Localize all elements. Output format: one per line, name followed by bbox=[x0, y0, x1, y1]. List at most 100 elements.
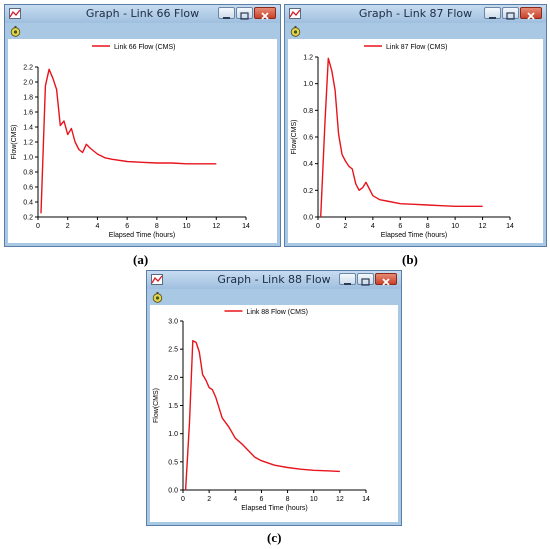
title-bar[interactable]: Graph - Link 88 Flow bbox=[147, 271, 401, 289]
x-tick-label: 8 bbox=[286, 496, 290, 503]
graph-app-icon bbox=[289, 8, 301, 19]
graph-window-c: Graph - Link 88 Flow Link 88 Flow (CMS) 0… bbox=[146, 270, 402, 526]
maximize-button[interactable] bbox=[236, 7, 253, 20]
toolbar-options-icon[interactable] bbox=[290, 26, 301, 37]
x-tick-label: 14 bbox=[362, 496, 370, 503]
x-tick-label: 10 bbox=[451, 223, 459, 230]
y-tick-label: 1.2 bbox=[23, 140, 33, 147]
minimize-button[interactable] bbox=[484, 7, 501, 19]
graph-app-icon bbox=[9, 8, 21, 19]
y-tick-label: 0.8 bbox=[23, 170, 33, 177]
x-tick-label: 2 bbox=[207, 496, 211, 503]
close-button[interactable] bbox=[520, 7, 542, 20]
title-bar[interactable]: Graph - Link 87 Flow bbox=[285, 5, 546, 23]
chart-area: Link 87 Flow (CMS) 0.0 0.2 0.4 0.6 0.8 1.0 1.2 0… bbox=[288, 39, 543, 243]
toolbar-options-icon[interactable] bbox=[10, 26, 21, 37]
minimize-icon bbox=[344, 283, 351, 285]
x-tick-label: 12 bbox=[336, 496, 344, 503]
series-line bbox=[184, 340, 340, 491]
toolbar-options-icon[interactable] bbox=[152, 292, 163, 303]
series-line bbox=[40, 68, 217, 214]
legend-label: Link 88 Flow (CMS) bbox=[247, 309, 308, 316]
y-tick-label: 1.8 bbox=[23, 95, 33, 102]
window-title: Graph - Link 88 Flow bbox=[217, 273, 331, 286]
maximize-button[interactable] bbox=[357, 273, 374, 286]
x-tick-label: 0 bbox=[181, 496, 185, 503]
maximize-button[interactable] bbox=[502, 7, 519, 20]
chart-svg: Link 87 Flow (CMS) 0.0 0.2 0.4 0.6 0.8 1.0 1.2 0… bbox=[291, 44, 514, 239]
y-tick-label: 0.0 bbox=[168, 488, 178, 495]
y-tick-label: 0.0 bbox=[303, 215, 313, 222]
close-button[interactable] bbox=[254, 7, 276, 20]
y-tick-label: 1.0 bbox=[303, 81, 313, 88]
y-tick-label: 1.5 bbox=[168, 403, 178, 410]
y-tick-label: 0.6 bbox=[23, 185, 33, 192]
chart-area: Link 88 Flow (CMS) 0.0 0.5 1.0 1.5 2.0 2.5 3.0 0… bbox=[150, 305, 398, 522]
x-tick-label: 4 bbox=[233, 496, 237, 503]
y-tick-label: 1.4 bbox=[23, 125, 33, 132]
series-line bbox=[320, 57, 483, 218]
caption-b: (b) bbox=[402, 252, 418, 267]
x-tick-label: 2 bbox=[66, 223, 70, 230]
close-icon bbox=[527, 12, 535, 20]
graph-window-b: Graph - Link 87 Flow Link 87 Flow (CMS) 0… bbox=[284, 4, 547, 247]
y-tick-label: 1.0 bbox=[23, 155, 33, 162]
caption-c: (c) bbox=[267, 530, 282, 545]
x-tick-label: 0 bbox=[36, 223, 40, 230]
y-axis-label: Flow(CMS) bbox=[153, 388, 160, 423]
minimize-icon bbox=[223, 17, 230, 19]
x-tick-label: 6 bbox=[398, 223, 402, 230]
x-axis-label: Elapsed Time (hours) bbox=[241, 505, 308, 512]
x-tick-label: 6 bbox=[125, 223, 129, 230]
maximize-icon bbox=[506, 12, 515, 20]
x-tick-label: 10 bbox=[183, 223, 191, 230]
y-axis-label: Flow(CMS) bbox=[291, 120, 298, 155]
y-tick-label: 0.2 bbox=[303, 188, 313, 195]
x-tick-label: 8 bbox=[426, 223, 430, 230]
minimize-icon bbox=[489, 17, 496, 19]
y-tick-label: 1.2 bbox=[303, 55, 313, 62]
y-tick-label: 0.4 bbox=[303, 161, 313, 168]
graph-app-icon bbox=[151, 274, 163, 285]
legend-label: Link 66 Flow (CMS) bbox=[114, 44, 175, 51]
x-axis-label: Elapsed Time (hours) bbox=[109, 232, 176, 239]
x-tick-label: 2 bbox=[343, 223, 347, 230]
y-tick-label: 2.2 bbox=[23, 65, 33, 72]
x-tick-label: 14 bbox=[506, 223, 514, 230]
x-tick-label: 12 bbox=[479, 223, 487, 230]
x-tick-label: 8 bbox=[155, 223, 159, 230]
x-tick-label: 14 bbox=[242, 223, 250, 230]
y-tick-label: 1.0 bbox=[168, 431, 178, 438]
close-icon bbox=[382, 278, 390, 286]
window-title: Graph - Link 66 Flow bbox=[85, 7, 200, 20]
x-tick-label: 6 bbox=[259, 496, 263, 503]
minimize-button[interactable] bbox=[339, 273, 356, 285]
chart-svg: Link 66 Flow (CMS) 0.2 0.4 0.6 0.8 1.0 1.2 1.4 1… bbox=[11, 44, 250, 239]
y-tick-label: 0.6 bbox=[303, 135, 313, 142]
chart-area: Link 66 Flow (CMS) 0.2 0.4 0.6 0.8 1.0 1.2 1.4 1… bbox=[8, 39, 277, 243]
y-tick-label: 0.5 bbox=[168, 459, 178, 466]
y-tick-label: 2.5 bbox=[168, 347, 178, 354]
chart-svg: Link 88 Flow (CMS) 0.0 0.5 1.0 1.5 2.0 2.5 3.0 0… bbox=[153, 309, 370, 512]
x-axis-label: Elapsed Time (hours) bbox=[381, 232, 448, 239]
y-tick-label: 0.4 bbox=[23, 200, 33, 207]
maximize-icon bbox=[240, 12, 249, 20]
y-tick-label: 2.0 bbox=[168, 375, 178, 382]
close-icon bbox=[261, 12, 269, 20]
caption-a: (a) bbox=[133, 252, 149, 267]
close-button[interactable] bbox=[375, 273, 397, 286]
maximize-icon bbox=[361, 278, 370, 286]
title-bar[interactable]: Graph - Link 66 Flow bbox=[5, 5, 280, 23]
x-tick-label: 4 bbox=[371, 223, 375, 230]
x-tick-label: 0 bbox=[316, 223, 320, 230]
y-tick-label: 2.0 bbox=[23, 80, 33, 87]
minimize-button[interactable] bbox=[218, 7, 235, 19]
x-tick-label: 10 bbox=[310, 496, 318, 503]
y-tick-label: 3.0 bbox=[168, 319, 178, 326]
window-title: Graph - Link 87 Flow bbox=[358, 7, 473, 20]
y-tick-label: 0.2 bbox=[23, 215, 33, 222]
y-tick-label: 1.6 bbox=[23, 110, 33, 117]
x-tick-label: 4 bbox=[95, 223, 99, 230]
x-tick-label: 12 bbox=[212, 223, 220, 230]
y-axis-label: Flow(CMS) bbox=[11, 125, 18, 160]
